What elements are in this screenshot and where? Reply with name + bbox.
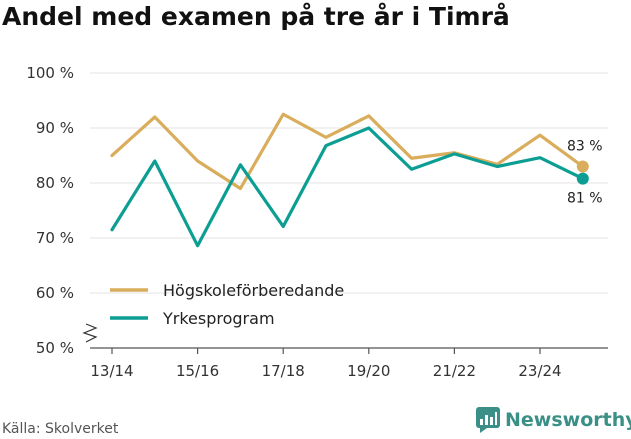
series-end-point-0 bbox=[576, 160, 589, 173]
x-tick-label: 13/14 bbox=[90, 362, 133, 380]
series-line-0 bbox=[110, 112, 585, 191]
y-tick-label: 50 % bbox=[36, 339, 74, 357]
series-lines bbox=[110, 112, 589, 248]
brand-logo: Newsworthy bbox=[476, 407, 631, 433]
grid-lines bbox=[90, 72, 608, 294]
y-tick-label: 100 % bbox=[26, 64, 74, 82]
series-end-point-1 bbox=[576, 172, 589, 185]
y-tick-label: 90 % bbox=[36, 119, 74, 137]
y-tick-label: 70 % bbox=[36, 229, 74, 247]
x-tick-label: 19/20 bbox=[347, 362, 390, 380]
chart-title: Andel med examen på tre år i Timrå bbox=[2, 2, 510, 31]
legend-label: Yrkesprogram bbox=[162, 309, 275, 328]
y-axis-tick-labels: 50 % 60 % 70 % 80 % 90 % 100 % bbox=[26, 64, 74, 357]
axis-break-line bbox=[82, 323, 98, 343]
newsworthy-icon bbox=[476, 407, 500, 433]
legend: Högskoleförberedande Yrkesprogram bbox=[110, 281, 344, 328]
x-tick-label: 17/18 bbox=[262, 362, 305, 380]
end-value-label: 83 % bbox=[567, 139, 603, 155]
axis-break-icon bbox=[82, 323, 98, 343]
series-line-1 bbox=[110, 126, 585, 248]
y-tick-label: 60 % bbox=[36, 284, 74, 302]
end-labels: 83 % 81 % bbox=[567, 139, 603, 207]
legend-label: Högskoleförberedande bbox=[163, 281, 344, 300]
x-tick-label: 21/22 bbox=[433, 362, 476, 380]
end-value-label: 81 % bbox=[567, 191, 603, 207]
x-tick-label: 15/16 bbox=[176, 362, 219, 380]
y-tick-label: 80 % bbox=[36, 174, 74, 192]
source-note: Källa: Skolverket bbox=[2, 421, 119, 437]
x-axis: 13/14 15/16 17/18 19/20 21/22 23/24 bbox=[90, 347, 608, 380]
x-tick-label: 23/24 bbox=[518, 362, 561, 380]
brand-name: Newsworthy bbox=[505, 409, 631, 431]
